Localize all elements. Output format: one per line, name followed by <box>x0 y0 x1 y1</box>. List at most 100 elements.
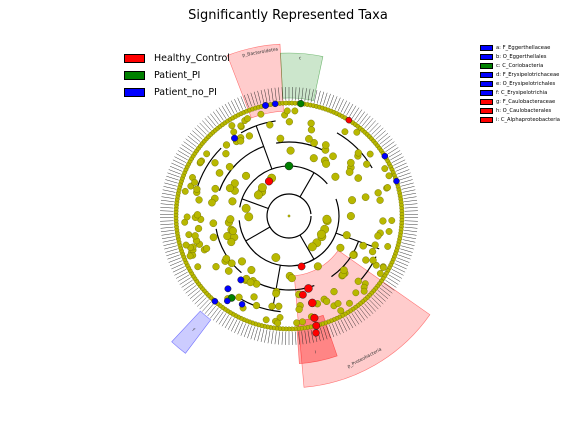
taxon-node <box>379 217 387 225</box>
legend-label: b: O_Eggerthellales <box>496 53 547 60</box>
leaf-branch <box>335 97 341 110</box>
taxa-legend-item: f: C_Erysipelotrichia <box>480 88 560 97</box>
significant-taxon-node <box>297 262 306 271</box>
taxon-node <box>275 302 283 310</box>
leaf-branch <box>204 118 214 129</box>
leaf-branch <box>215 109 224 121</box>
clade-branch <box>331 241 360 278</box>
significant-taxon-node <box>224 285 232 293</box>
leaf-branch <box>377 290 389 299</box>
leaf-branch <box>295 87 297 101</box>
leaf-branch <box>343 318 351 330</box>
leaf-branch <box>161 196 175 199</box>
leaf-branch <box>373 295 384 305</box>
leaf-branch <box>163 186 177 190</box>
leaf-branch <box>160 220 174 222</box>
taxon-node <box>230 179 239 188</box>
leaf-branch <box>221 105 229 118</box>
chart-title: Significantly Represented Taxa <box>188 8 388 23</box>
taxon-node <box>228 122 236 129</box>
taxon-node <box>262 316 270 324</box>
taxon-node <box>211 184 220 193</box>
leaf-branch <box>267 330 271 344</box>
leaf-branch <box>359 307 368 319</box>
group-legend: Healthy_Control Patient_PI Patient_no_PI <box>124 50 230 101</box>
leaf-branch <box>354 109 363 121</box>
taxon-node <box>371 241 379 249</box>
taxon-node <box>316 229 326 239</box>
leaf-branch <box>210 307 219 319</box>
taxon-node <box>191 232 199 240</box>
leaf-branch <box>394 263 407 270</box>
legend-swatch <box>124 54 145 63</box>
leaf-branch <box>402 239 416 243</box>
clade-branch <box>299 234 315 260</box>
legend-swatch <box>480 80 493 87</box>
taxon-node <box>271 253 281 262</box>
clade-branch <box>240 298 281 313</box>
taxon-node <box>268 302 276 310</box>
leaf-branch <box>174 156 187 163</box>
leaf-branch <box>335 322 341 335</box>
legend-swatch <box>480 44 493 51</box>
leaf-branch <box>371 125 381 135</box>
leaf-branch <box>388 274 401 282</box>
leaf-branch <box>260 329 265 342</box>
leaf-branch <box>267 88 271 102</box>
leaf-branch <box>304 330 307 344</box>
leaf-branch <box>394 162 407 169</box>
legend-label: g: F_Caulobacteraceae <box>496 99 556 106</box>
taxon-node <box>193 211 202 219</box>
taxon-node <box>181 187 189 195</box>
taxon-node <box>202 244 211 253</box>
leaf-branch <box>160 206 174 209</box>
leaf-branch <box>237 97 243 110</box>
leaf-branch <box>379 287 391 297</box>
leaf-branch <box>164 182 177 187</box>
leaf-branch <box>189 290 201 299</box>
leaf-branch <box>371 297 381 307</box>
taxon-node <box>237 257 246 266</box>
leaf-branch <box>160 203 174 206</box>
taxon-node <box>331 172 340 181</box>
taxon-node <box>384 184 391 191</box>
clade-branch <box>299 172 315 198</box>
taxon-node <box>307 126 316 134</box>
leaf-branch <box>162 189 176 193</box>
leaf-branch <box>176 153 188 161</box>
leaf-branch <box>349 314 357 327</box>
leaf-branch <box>301 331 304 345</box>
leaf-branch <box>402 189 416 193</box>
significant-taxon-node <box>345 116 353 124</box>
leaf-branch <box>351 107 360 119</box>
leaf-branch <box>253 327 258 341</box>
leaf-branch <box>381 285 393 294</box>
leaf-branch <box>274 331 277 345</box>
clade-branch <box>240 120 276 134</box>
leaf-branch <box>387 147 399 155</box>
leaf-branch <box>377 133 389 142</box>
taxon-node <box>291 107 299 115</box>
taxon-node <box>337 307 345 315</box>
significant-taxon-node <box>238 301 246 308</box>
leaf-branch <box>403 192 417 196</box>
taxon-node <box>250 293 258 301</box>
leaf-branch <box>393 266 406 273</box>
leaf-branch <box>264 329 268 343</box>
leaf-branch <box>161 236 175 240</box>
taxon-node <box>227 238 236 247</box>
leaf-branch <box>160 226 174 229</box>
leaf-branch <box>404 199 418 202</box>
leaf-branch <box>383 282 395 291</box>
legend-label: h: O_Caulobacterales <box>496 108 552 115</box>
leaf-branch <box>240 96 246 109</box>
taxon-node <box>235 293 243 301</box>
taxa-legend-item: c: C_Coriobacteria <box>480 61 560 70</box>
leaf-branch <box>295 331 297 345</box>
leaf-branch <box>218 313 227 325</box>
leaf-branch <box>404 230 418 233</box>
root-node <box>287 214 291 218</box>
leaf-branch <box>212 111 221 123</box>
clade-branch <box>266 193 312 239</box>
taxon-node <box>345 168 354 176</box>
